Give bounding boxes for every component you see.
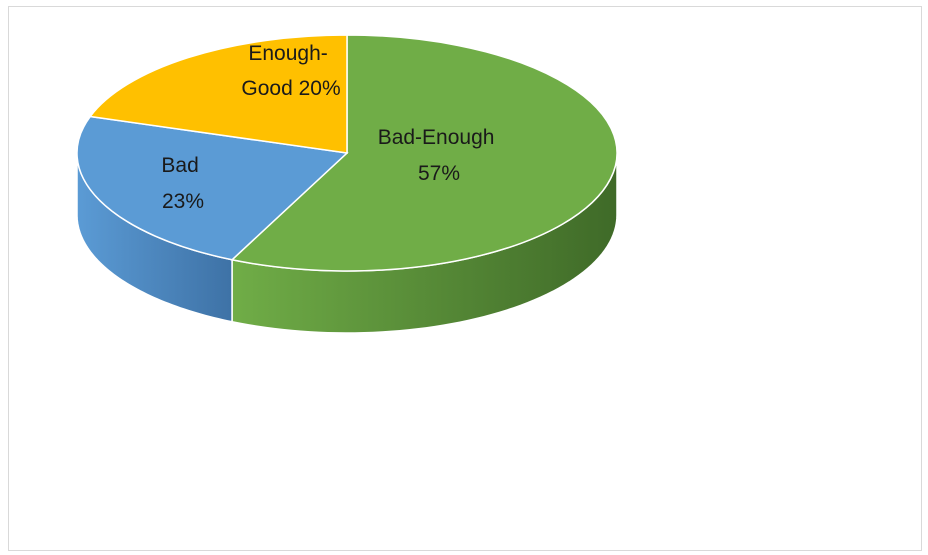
label-bad-enough: Bad-Enough 57% — [378, 126, 501, 185]
label-enough-good-line1: Enough- — [248, 42, 327, 65]
label-enough-good-line2: Good 20% — [241, 77, 340, 100]
pie-slice-bad-enough — [230, 34, 618, 272]
pie-slice-enough-good — [88, 34, 348, 154]
pie-labels: Bad-Enough 57% Bad 23% Enough- Good 20% — [161, 42, 501, 213]
pie-tops — [76, 34, 618, 272]
label-bad: Bad 23% — [161, 154, 204, 213]
label-enough-good: Enough- Good 20% — [241, 42, 340, 100]
pie-slice-bad — [76, 115, 349, 261]
